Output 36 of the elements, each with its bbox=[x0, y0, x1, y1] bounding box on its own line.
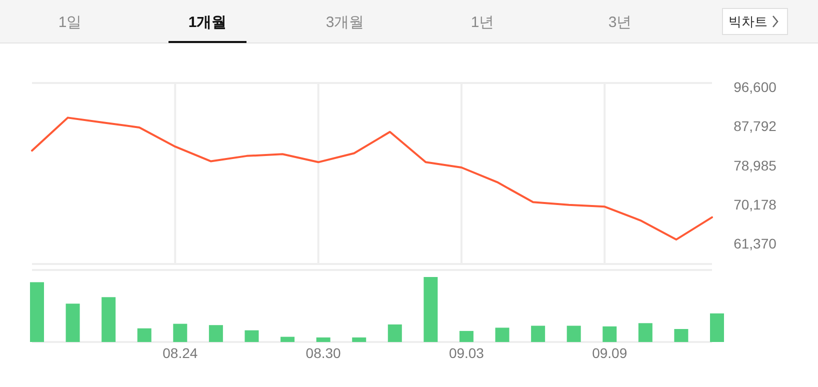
bar bbox=[137, 328, 152, 342]
y-tick-label: 78,985 bbox=[734, 157, 777, 174]
text: 3개월 bbox=[326, 14, 364, 31]
bar bbox=[208, 325, 223, 342]
bar bbox=[638, 323, 652, 342]
bar bbox=[280, 336, 295, 342]
bar bbox=[710, 313, 724, 342]
bar bbox=[102, 297, 116, 342]
bar bbox=[66, 304, 80, 342]
bar bbox=[244, 330, 259, 342]
bar bbox=[352, 337, 366, 342]
bar bbox=[316, 337, 330, 342]
text: 1일 bbox=[58, 14, 82, 31]
y-tick-label: 87,792 bbox=[734, 118, 777, 134]
text: 1년 bbox=[470, 14, 494, 31]
line-series bbox=[31, 116, 713, 241]
y-tick-label: 96,600 bbox=[734, 79, 777, 95]
bar bbox=[388, 324, 402, 342]
x-tick-label: 09.03 bbox=[448, 345, 484, 361]
button: 빅차트 bbox=[722, 8, 788, 35]
text: 3년 bbox=[608, 14, 632, 31]
bar bbox=[674, 329, 688, 342]
bar bbox=[459, 330, 474, 342]
bar bbox=[602, 326, 617, 342]
bar bbox=[173, 324, 188, 342]
bar bbox=[30, 282, 44, 342]
y-tick-label: 70,178 bbox=[734, 196, 777, 213]
bar bbox=[531, 326, 546, 342]
bar bbox=[424, 277, 438, 342]
x-tick-label: 08.24 bbox=[162, 345, 198, 361]
x-tick-label: 09.09 bbox=[592, 345, 628, 361]
x-tick-label: 08.30 bbox=[306, 345, 342, 361]
bar bbox=[566, 326, 581, 342]
bar bbox=[495, 328, 510, 342]
text: 1개월 bbox=[188, 14, 227, 31]
y-tick-label: 61,370 bbox=[734, 236, 777, 252]
